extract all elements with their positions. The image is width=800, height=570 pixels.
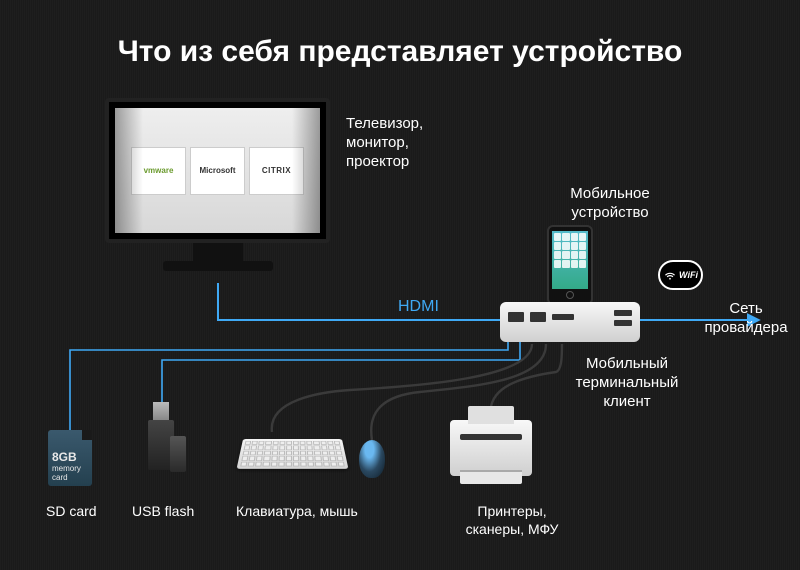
mouse-icon [359,440,385,478]
phone-screen [552,231,588,289]
sd-subtext: memory card [52,464,88,482]
phone-icon [547,225,593,305]
monitor-base [163,261,273,271]
printer-slot [460,434,522,440]
kbms-node [240,432,390,486]
monitor-stand [193,243,243,261]
keyboard-icon [237,439,349,469]
monitor-inner: vmware Microsoft CITRIX [115,108,320,233]
printer-icon [450,420,532,476]
monitor-node: vmware Microsoft CITRIX [105,98,330,283]
sd-size: 8GB [52,450,88,464]
wifi-icon: WiFi [658,260,703,290]
kbms-label: Клавиатура, мышь [236,503,358,521]
printer-label: Принтеры,сканеры, МФУ [452,503,572,538]
edge-hdmi [218,283,500,320]
printer-node [450,420,532,476]
mobile-device-label: Мобильноеустройство [540,185,680,223]
usb-flash-side-icon [170,436,186,472]
page-title: Что из себя представляет устройство [0,35,800,69]
monitor-screen: vmware Microsoft CITRIX [105,98,330,243]
dock-node [500,225,640,342]
wifi-text: WiFi [679,270,698,280]
sd-card-icon: 8GB memory card [48,430,92,486]
hdmi-label: HDMI [398,298,439,316]
dock-label: Мобильныйтерминальныйклиент [552,355,702,411]
edge-sd [70,342,508,430]
phone-home-button [566,291,574,299]
logo-citrix: CITRIX [249,147,304,195]
logo-microsoft: Microsoft [190,147,245,195]
monitor-label: Телевизор,монитор,проектор [346,115,423,171]
sd-label: SD card [46,503,97,521]
network-label: Сетьпровайдера [696,300,796,338]
dock-body [500,302,640,342]
usb-label: USB flash [132,503,194,521]
usb-node [148,420,174,470]
logo-vmware: vmware [131,147,186,195]
edge-usb [162,342,520,420]
sd-node: 8GB memory card [48,430,92,486]
